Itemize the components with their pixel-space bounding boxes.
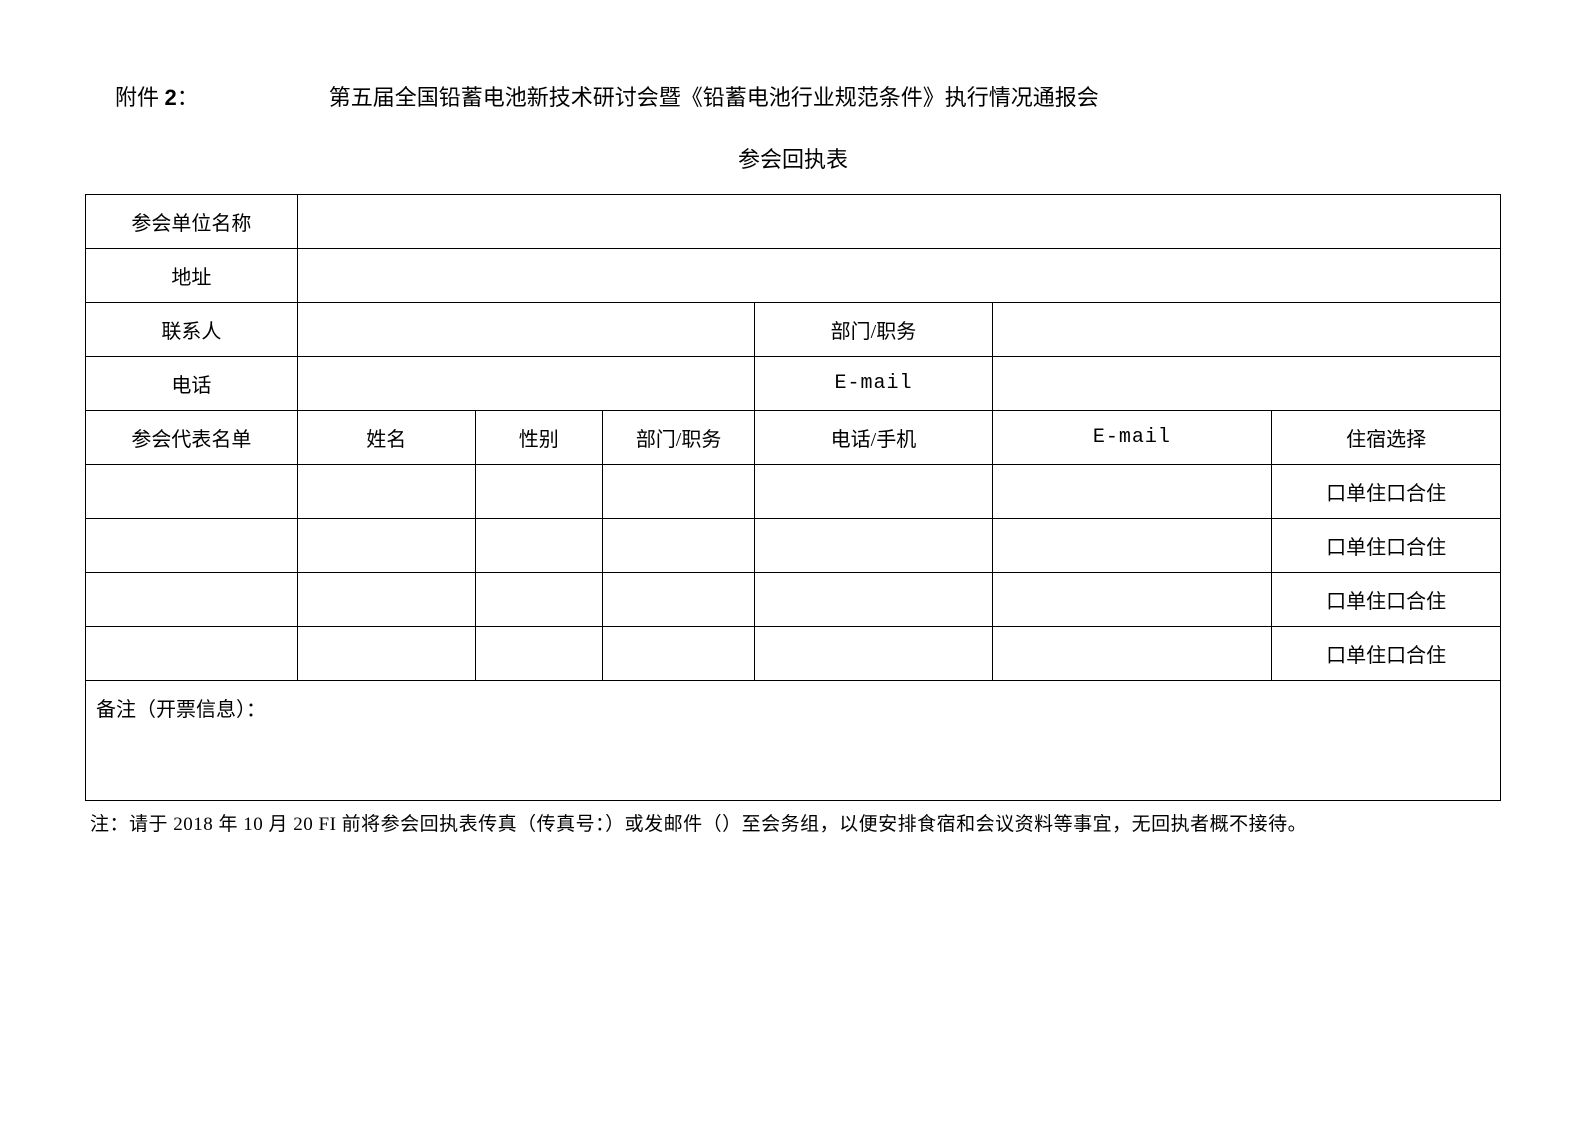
delegate-name[interactable]: [297, 519, 475, 573]
delegate-name[interactable]: [297, 627, 475, 681]
col-accommodation: 住宿选择: [1272, 411, 1501, 465]
delegate-row-label: [86, 573, 298, 627]
value-department-role[interactable]: [992, 303, 1500, 357]
delegate-name[interactable]: [297, 465, 475, 519]
label-contact-person: 联系人: [86, 303, 298, 357]
value-org-name[interactable]: [297, 195, 1500, 249]
delegate-row-label: [86, 519, 298, 573]
delegate-phone[interactable]: [755, 465, 992, 519]
col-email: E-mail: [992, 411, 1272, 465]
table-row-headers: 参会代表名单 姓名 性别 部门/职务 电话/手机 E-mail 住宿选择: [86, 411, 1501, 465]
delegate-dept[interactable]: [602, 519, 755, 573]
subtitle: 参会回执表: [85, 142, 1501, 174]
label-delegate-list: 参会代表名单: [86, 411, 298, 465]
delegate-email[interactable]: [992, 573, 1272, 627]
delegate-dept[interactable]: [602, 465, 755, 519]
table-row: 口单住口合住: [86, 519, 1501, 573]
col-gender: 性别: [475, 411, 602, 465]
delegate-email[interactable]: [992, 627, 1272, 681]
col-name: 姓名: [297, 411, 475, 465]
delegate-gender[interactable]: [475, 465, 602, 519]
label-department-role: 部门/职务: [755, 303, 992, 357]
table-row: 地址: [86, 249, 1501, 303]
label-address: 地址: [86, 249, 298, 303]
delegate-dept[interactable]: [602, 627, 755, 681]
delegate-accommodation[interactable]: 口单住口合住: [1272, 519, 1501, 573]
value-contact-person[interactable]: [297, 303, 755, 357]
table-row: 口单住口合住: [86, 627, 1501, 681]
table-row: 口单住口合住: [86, 573, 1501, 627]
delegate-phone[interactable]: [755, 627, 992, 681]
attachment-prefix: 附件: [115, 85, 159, 110]
label-org-name: 参会单位名称: [86, 195, 298, 249]
delegate-gender[interactable]: [475, 519, 602, 573]
delegate-row-label: [86, 465, 298, 519]
delegate-dept[interactable]: [602, 573, 755, 627]
delegate-email[interactable]: [992, 465, 1272, 519]
delegate-row-label: [86, 627, 298, 681]
table-row: 口单住口合住: [86, 465, 1501, 519]
remarks-label: 备注（开票信息）：: [96, 699, 266, 721]
delegate-accommodation[interactable]: 口单住口合住: [1272, 627, 1501, 681]
delegate-accommodation[interactable]: 口单住口合住: [1272, 465, 1501, 519]
main-title: 第五届全国铅蓄电池新技术研讨会暨《铅蓄电池行业规范条件》执行情况通报会: [329, 80, 1099, 112]
delegate-name[interactable]: [297, 573, 475, 627]
remarks-cell[interactable]: 备注（开票信息）：: [86, 681, 1501, 801]
delegate-accommodation[interactable]: 口单住口合住: [1272, 573, 1501, 627]
value-phone[interactable]: [297, 357, 755, 411]
delegate-email[interactable]: [992, 519, 1272, 573]
footer-note: 注：请于 2018 年 10 月 20 FI 前将参会回执表传真（传真号：）或发…: [85, 809, 1501, 836]
label-email: E-mail: [755, 357, 992, 411]
delegate-gender[interactable]: [475, 627, 602, 681]
delegate-phone[interactable]: [755, 573, 992, 627]
delegate-phone[interactable]: [755, 519, 992, 573]
table-row: 参会单位名称: [86, 195, 1501, 249]
registration-table: 参会单位名称 地址 联系人 部门/职务 电话 E-mail 参会代表名单 姓名 …: [85, 194, 1501, 801]
table-row: 电话 E-mail: [86, 357, 1501, 411]
label-phone: 电话: [86, 357, 298, 411]
value-address[interactable]: [297, 249, 1500, 303]
attachment-label: 附件 2：: [115, 80, 199, 112]
col-phone-mobile: 电话/手机: [755, 411, 992, 465]
value-email[interactable]: [992, 357, 1500, 411]
table-row-remarks: 备注（开票信息）：: [86, 681, 1501, 801]
table-row: 联系人 部门/职务: [86, 303, 1501, 357]
attachment-suffix: ：: [177, 85, 199, 110]
attachment-number: 2: [165, 85, 177, 110]
delegate-gender[interactable]: [475, 573, 602, 627]
col-dept-role: 部门/职务: [602, 411, 755, 465]
